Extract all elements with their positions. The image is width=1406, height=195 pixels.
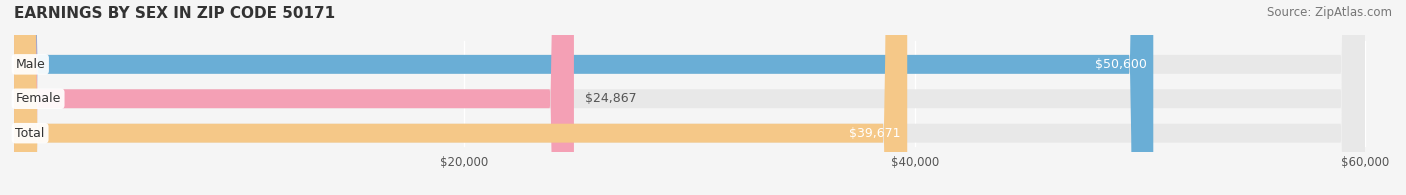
FancyBboxPatch shape — [14, 0, 1365, 195]
Text: Male: Male — [15, 58, 45, 71]
FancyBboxPatch shape — [14, 0, 1365, 195]
FancyBboxPatch shape — [14, 0, 1153, 195]
FancyBboxPatch shape — [14, 0, 907, 195]
Text: $50,600: $50,600 — [1095, 58, 1146, 71]
Text: $24,867: $24,867 — [585, 92, 637, 105]
Text: Source: ZipAtlas.com: Source: ZipAtlas.com — [1267, 6, 1392, 19]
Text: $39,671: $39,671 — [849, 127, 900, 140]
Text: EARNINGS BY SEX IN ZIP CODE 50171: EARNINGS BY SEX IN ZIP CODE 50171 — [14, 6, 335, 21]
Text: Total: Total — [15, 127, 45, 140]
FancyBboxPatch shape — [14, 0, 574, 195]
FancyBboxPatch shape — [14, 0, 1365, 195]
Text: Female: Female — [15, 92, 60, 105]
